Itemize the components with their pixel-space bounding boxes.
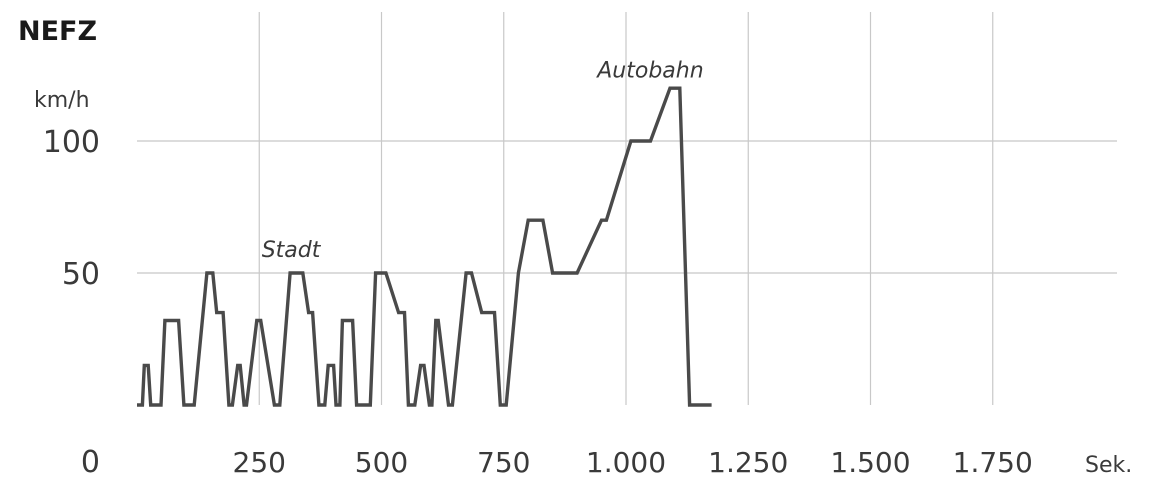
x-tick-labels: 250 500 750 1.000 1.250 1.500 1.750 xyxy=(233,446,1033,479)
x-tick-label: 500 xyxy=(355,446,408,479)
y-tick-label: 100 xyxy=(43,125,100,160)
annotation-label: Stadt xyxy=(262,238,322,263)
x-axis-unit: Sek. xyxy=(1085,453,1132,478)
x-tick-label: 1.750 xyxy=(953,446,1033,479)
x-tick-label: 250 xyxy=(233,446,286,479)
y-tick-labels: 0 50 100 xyxy=(43,125,100,480)
y-tick-label: 50 xyxy=(62,257,100,292)
annotations: Stadt Autobahn xyxy=(262,59,704,264)
y-axis-unit: km/h xyxy=(34,88,90,113)
x-tick-label: 1.000 xyxy=(586,446,666,479)
chart-title: NEFZ xyxy=(18,16,97,47)
x-tick-label: 1.500 xyxy=(830,446,910,479)
x-tick-label: 750 xyxy=(477,446,530,479)
series-layer xyxy=(137,86,712,407)
series-line-0 xyxy=(137,86,712,407)
y-tick-label: 0 xyxy=(81,445,100,480)
gridlines xyxy=(137,12,1117,405)
x-tick-label: 1.250 xyxy=(708,446,788,479)
annotation-label: Autobahn xyxy=(595,59,703,84)
